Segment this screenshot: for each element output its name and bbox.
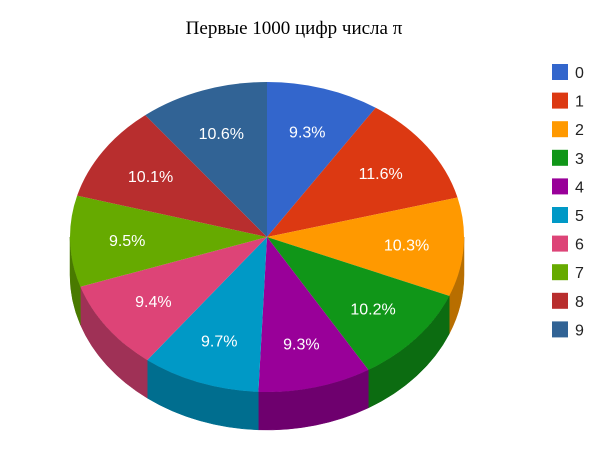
legend-label-0: 0 xyxy=(575,65,584,82)
slice-label-5: 9.7% xyxy=(201,333,237,350)
slice-label-4: 9.3% xyxy=(283,337,319,354)
slice-label-2: 10.3% xyxy=(384,237,429,254)
slice-label-3: 10.2% xyxy=(350,302,395,319)
legend-label-5: 5 xyxy=(575,208,584,225)
legend-swatch-6 xyxy=(552,235,568,252)
pie-slice-7[interactable] xyxy=(70,195,267,287)
slice-label-6: 9.4% xyxy=(135,294,171,311)
slice-labels: 9.3% 11.6% 10.3% 10.2% 9.3% 9.7% 9.4% 9.5% 10.1%… xyxy=(109,125,429,354)
legend-swatch-4 xyxy=(552,178,568,195)
chart-title: Первые 1000 цифр числа π xyxy=(185,18,403,39)
slice-label-0: 9.3% xyxy=(289,125,325,142)
legend: 0 1 2 3 4 5 6 7 8 9 xyxy=(552,64,584,339)
legend-label-7: 7 xyxy=(575,265,584,282)
pie-slice-1[interactable] xyxy=(267,107,458,238)
legend-swatch-7 xyxy=(552,264,568,281)
legend-label-8: 8 xyxy=(575,294,584,311)
pie-slice-3[interactable] xyxy=(267,237,450,370)
legend-swatch-2 xyxy=(552,121,568,138)
pie-sides xyxy=(69,236,465,431)
legend-label-9: 9 xyxy=(575,322,584,339)
pie-slice-5[interactable] xyxy=(147,237,267,392)
pie-slices xyxy=(70,82,464,392)
legend-label-1: 1 xyxy=(575,94,584,111)
legend-label-3: 3 xyxy=(575,151,584,168)
slice-label-1: 11.6% xyxy=(359,166,403,183)
pie-slice-6[interactable] xyxy=(80,237,267,361)
pie-slice-8[interactable] xyxy=(77,115,267,237)
pie-slice-0[interactable] xyxy=(267,82,376,237)
legend-swatch-0 xyxy=(552,64,568,80)
legend-label-6: 6 xyxy=(575,237,584,254)
legend-swatch-8 xyxy=(552,292,568,309)
legend-label-2: 2 xyxy=(575,122,584,139)
legend-swatch-5 xyxy=(552,207,568,223)
legend-label-4: 4 xyxy=(575,179,584,196)
legend-swatch-3 xyxy=(552,149,568,166)
slice-label-9: 10.6% xyxy=(199,126,244,143)
slice-label-8: 10.1% xyxy=(128,169,173,186)
pie-slice-9[interactable] xyxy=(145,82,267,237)
legend-swatch-1 xyxy=(552,92,568,109)
pie-slice-4[interactable] xyxy=(258,237,369,392)
legend-swatch-9 xyxy=(552,321,568,338)
slice-label-7: 9.5% xyxy=(109,233,145,250)
pie-slice-2[interactable] xyxy=(267,197,464,296)
